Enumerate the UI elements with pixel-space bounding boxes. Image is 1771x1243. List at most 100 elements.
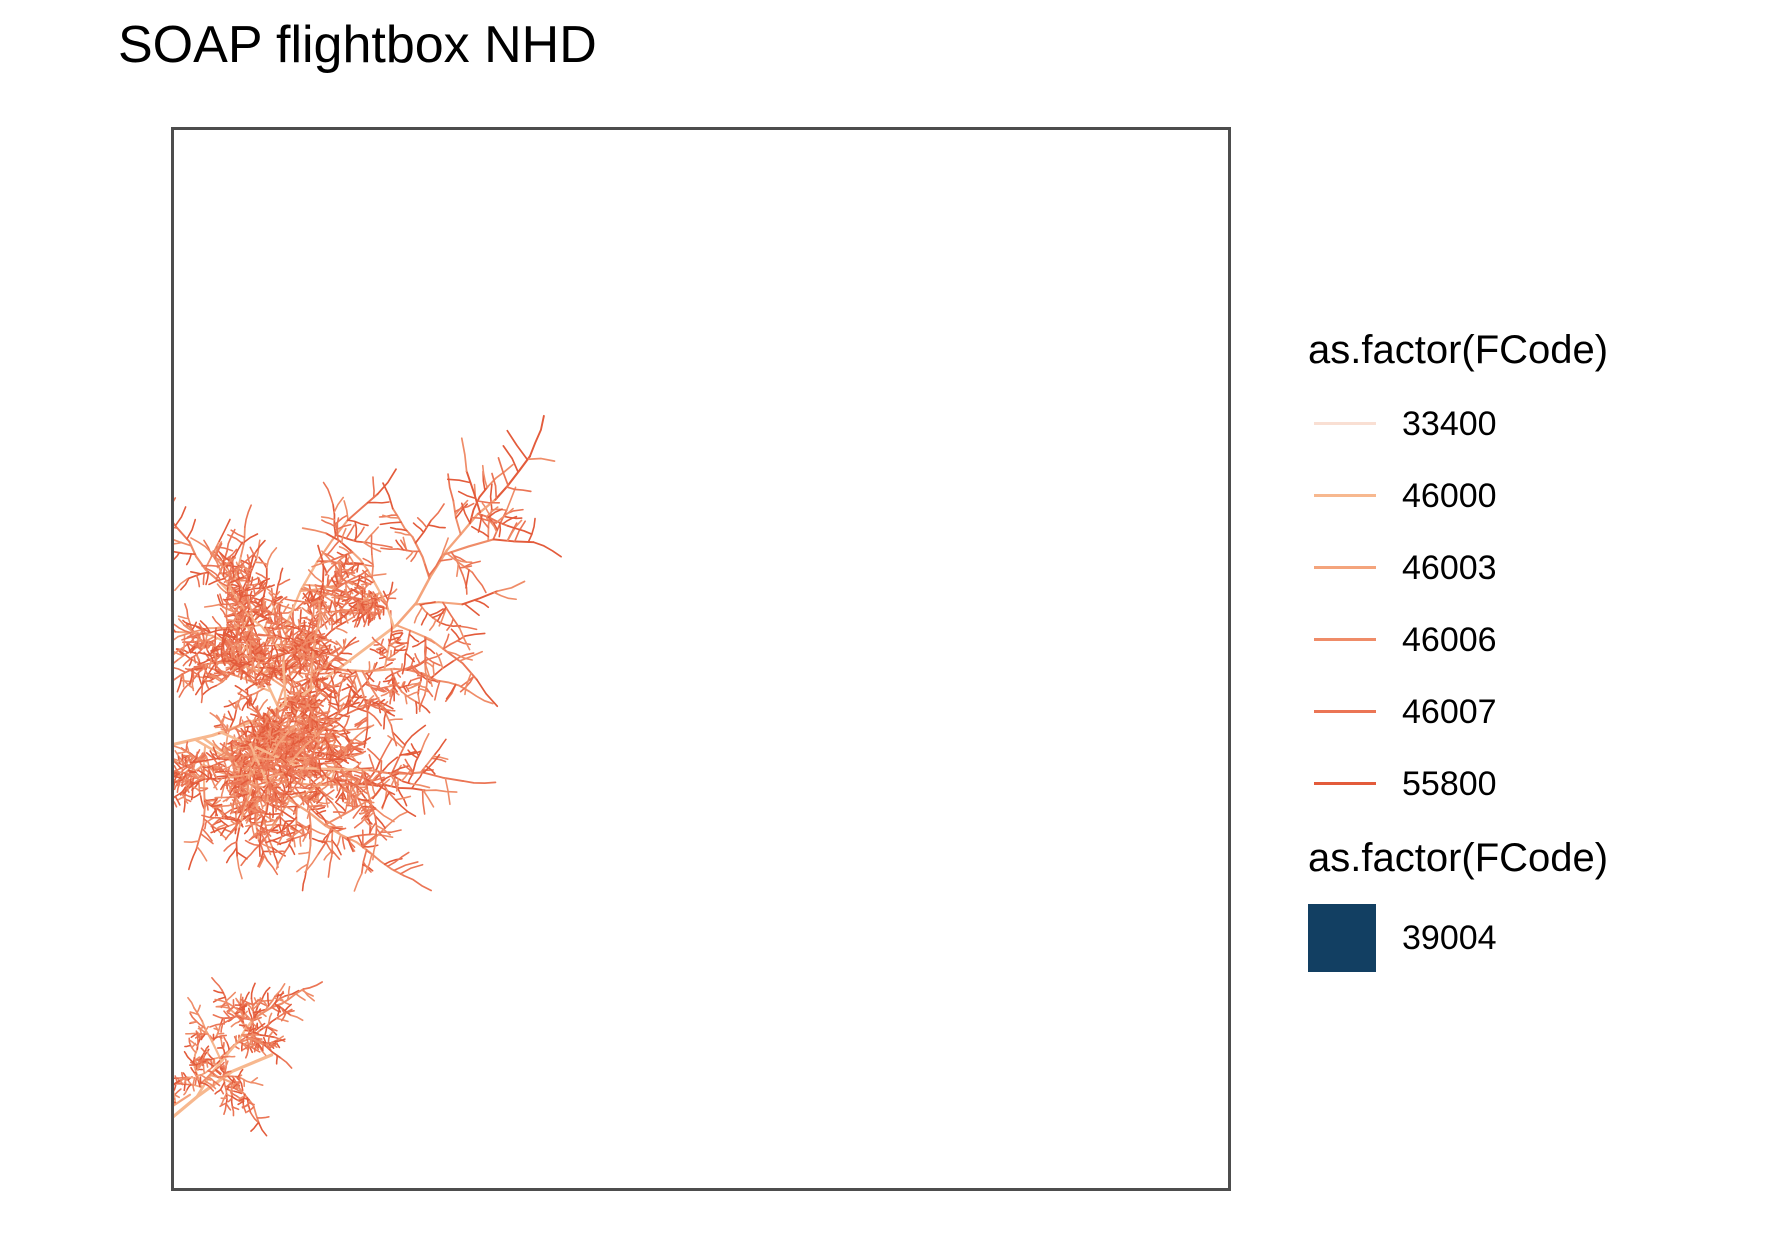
flowline — [281, 810, 295, 820]
flowline — [424, 789, 458, 793]
flowline — [194, 1077, 198, 1085]
flowline — [240, 1003, 248, 1009]
flowline — [174, 1053, 274, 1119]
flowline — [379, 521, 402, 526]
flowline — [460, 502, 471, 524]
flowline — [290, 827, 299, 833]
flowline — [218, 518, 231, 543]
flowline — [180, 679, 192, 683]
flowline — [392, 688, 400, 696]
flowline — [203, 1079, 212, 1086]
flowline — [281, 832, 294, 838]
legend-item-46000: 46000 — [1308, 460, 1748, 532]
flowline — [346, 493, 379, 522]
flowline — [186, 1077, 193, 1086]
flowline — [501, 515, 518, 525]
flowline — [340, 608, 351, 611]
flowline — [233, 643, 236, 659]
flowline — [232, 778, 244, 783]
flowline — [346, 668, 354, 675]
flowline — [233, 1090, 243, 1095]
flowline — [280, 611, 283, 629]
flowline — [282, 603, 290, 614]
flowline — [413, 606, 423, 624]
flowline — [190, 1021, 198, 1024]
flowline — [402, 874, 432, 892]
flowline — [319, 677, 329, 682]
flowline — [333, 496, 345, 514]
flowline — [231, 1082, 237, 1088]
flowline — [353, 872, 363, 892]
flowline — [197, 1026, 205, 1030]
flowline — [174, 795, 181, 806]
flowline — [298, 664, 302, 675]
flowline — [380, 650, 389, 656]
flowline — [257, 698, 268, 713]
flowline — [307, 734, 317, 738]
flowline — [190, 570, 202, 575]
flowline — [354, 669, 367, 704]
flowline — [302, 707, 310, 712]
flowline — [312, 751, 335, 757]
flowline — [251, 596, 262, 602]
flowline — [415, 700, 418, 714]
flowline — [221, 628, 226, 645]
flowline — [395, 777, 399, 792]
flowline — [325, 841, 334, 855]
flowline — [237, 1076, 241, 1086]
flowline — [194, 1032, 203, 1039]
flowline — [219, 1036, 223, 1046]
flowline — [302, 752, 307, 761]
flowline — [436, 606, 447, 623]
flowline — [247, 1101, 255, 1106]
flowline — [309, 646, 319, 656]
flowline — [348, 675, 354, 684]
flowline — [198, 1061, 203, 1069]
flowline — [204, 678, 210, 690]
flowline — [174, 1093, 192, 1107]
flowline — [256, 763, 263, 770]
flowline — [196, 653, 201, 662]
flowline — [432, 661, 435, 677]
flowline — [528, 414, 545, 458]
flowline — [374, 814, 386, 829]
flowline — [375, 778, 386, 786]
flowline — [350, 688, 361, 699]
flowline — [464, 632, 486, 637]
flowline-map[interactable] — [174, 130, 1228, 1188]
flowline — [377, 607, 383, 613]
flowline — [471, 525, 490, 538]
flowline — [322, 594, 334, 603]
legend-lines-title: as.factor(FCode) — [1308, 328, 1609, 372]
flowline — [307, 602, 318, 609]
legend-item-46006: 46006 — [1308, 604, 1748, 676]
flowline — [269, 645, 274, 658]
flowline — [341, 835, 346, 850]
flowline — [294, 601, 305, 612]
flowline — [227, 710, 235, 722]
flowline — [299, 646, 307, 652]
map-panel[interactable] — [171, 127, 1231, 1191]
flowline — [410, 743, 420, 757]
flowline — [260, 986, 271, 1002]
flowline — [333, 690, 341, 713]
flowline — [242, 756, 250, 761]
flowline — [248, 1045, 254, 1054]
flowline — [247, 1007, 254, 1021]
flowline — [494, 455, 531, 501]
flowline — [266, 758, 270, 770]
flowline — [318, 655, 322, 666]
flowline — [285, 740, 289, 752]
flowline — [349, 549, 376, 583]
flowline — [303, 619, 307, 632]
legend-line-key — [1314, 638, 1376, 641]
flowline — [407, 679, 412, 687]
flowline — [220, 826, 227, 837]
flowline — [252, 698, 257, 706]
flowline — [249, 546, 258, 560]
flowline — [299, 629, 307, 639]
flowline — [226, 619, 239, 622]
flowline — [309, 736, 317, 744]
flowline — [250, 788, 254, 796]
flowline — [291, 614, 296, 626]
